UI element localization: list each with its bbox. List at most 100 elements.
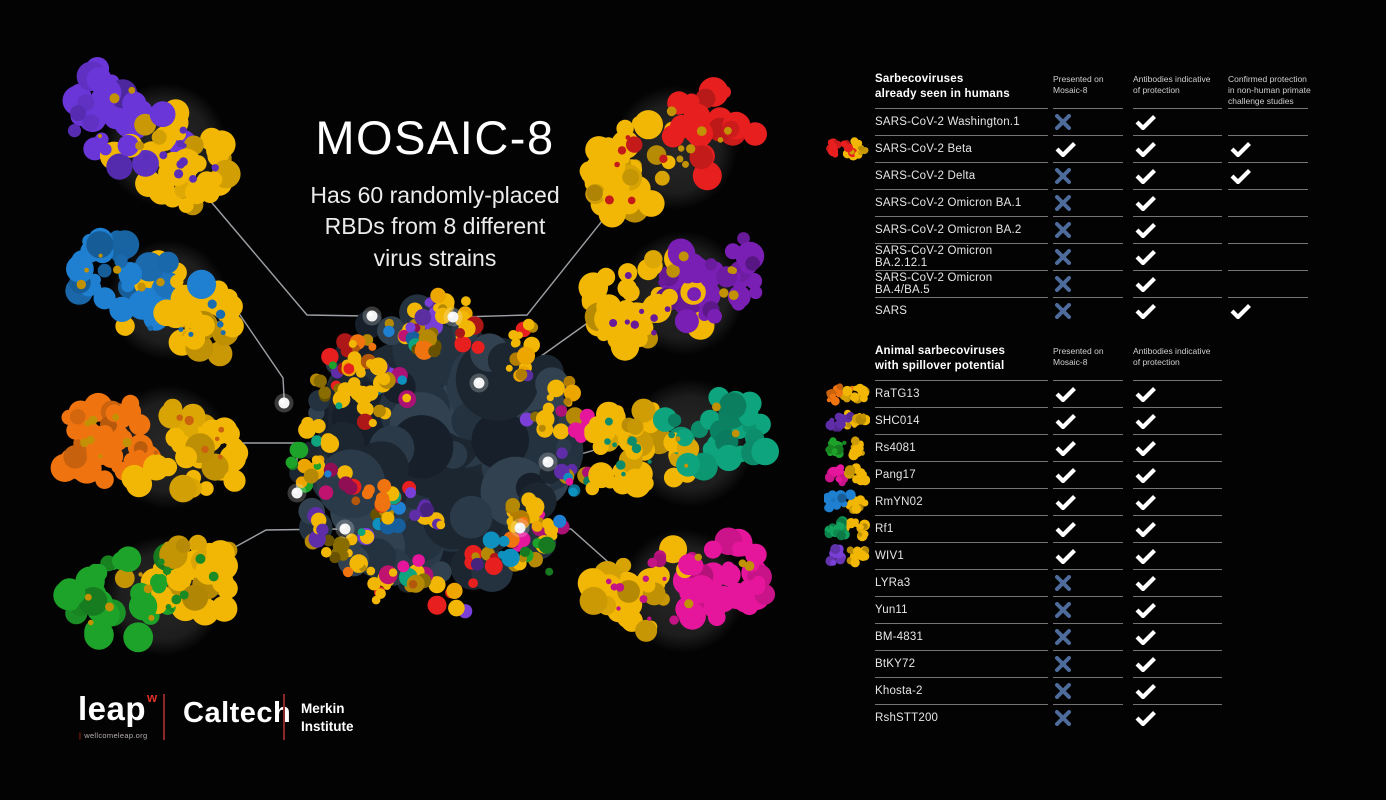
cell-check	[1133, 623, 1222, 650]
cell-check	[1133, 297, 1222, 324]
row-label: SARS-CoV-2 Delta	[875, 162, 1048, 189]
check-icon	[1055, 441, 1076, 456]
row-label: BtKY72	[875, 650, 1048, 677]
check-icon	[1135, 387, 1156, 402]
table-row: Rf1	[875, 515, 1228, 542]
url-pipe: |	[79, 731, 82, 740]
row-label: Khosta-2	[875, 677, 1048, 704]
check-icon	[1135, 223, 1156, 238]
cell-check	[1133, 108, 1222, 135]
mosaic8-nanoparticle	[285, 287, 600, 619]
row-label: WIV1	[875, 542, 1048, 569]
cell-check	[1053, 434, 1123, 461]
cross-icon	[1055, 683, 1071, 699]
check-icon	[1135, 196, 1156, 211]
table-row: WIV1	[875, 542, 1228, 569]
table-header: Sarbecoviruses already seen in humans	[875, 73, 1010, 100]
logo-divider	[163, 694, 165, 740]
check-icon	[1055, 522, 1076, 537]
cell-check	[1133, 596, 1222, 623]
page-title: MOSAIC-8	[315, 111, 555, 164]
cell-cross	[1053, 162, 1123, 189]
check-icon	[1055, 387, 1076, 402]
row-label: SARS-CoV-2 Washington.1	[875, 108, 1048, 135]
rbd-violet	[578, 232, 765, 361]
rbd-orange	[50, 392, 249, 503]
cell-check	[1133, 488, 1222, 515]
cell-cross	[1053, 270, 1123, 297]
check-icon	[1135, 414, 1156, 429]
cell-check	[1133, 650, 1222, 677]
row-label: SHC014	[875, 407, 1048, 434]
merkin-institute-logo: Merkin Institute	[301, 701, 354, 734]
cross-icon	[1055, 276, 1071, 292]
check-icon	[1135, 468, 1156, 483]
check-icon	[1055, 414, 1076, 429]
rbd-teal	[584, 386, 779, 498]
cell-empty	[1228, 216, 1308, 243]
cell-check	[1133, 162, 1222, 189]
rbd-green	[53, 534, 238, 653]
row-label: Rf1	[875, 515, 1048, 542]
cross-icon	[1055, 303, 1071, 319]
table-row: SARS-CoV-2 Washington.1	[875, 108, 1308, 135]
check-icon	[1135, 304, 1156, 319]
cell-cross	[1053, 216, 1123, 243]
cross-icon	[1055, 710, 1071, 726]
check-icon	[1055, 495, 1076, 510]
table-row: SARS-CoV-2 Beta	[875, 135, 1308, 162]
check-icon	[1055, 549, 1076, 564]
check-icon	[1135, 711, 1156, 726]
table-row: SARS-CoV-2 Omicron BA.4/BA.5	[875, 270, 1308, 297]
check-icon	[1135, 495, 1156, 510]
cell-check	[1133, 407, 1222, 434]
table-row: SARS-CoV-2 Omicron BA.2	[875, 216, 1308, 243]
table-row: SARS-CoV-2 Delta	[875, 162, 1308, 189]
cell-check	[1133, 704, 1222, 731]
check-icon	[1135, 684, 1156, 699]
check-icon	[1135, 603, 1156, 618]
table-row: RshSTT200	[875, 704, 1228, 731]
cross-icon	[1055, 114, 1071, 130]
cell-check	[1133, 135, 1222, 162]
cell-cross	[1053, 189, 1123, 216]
cross-icon	[1055, 249, 1071, 265]
wellcome-leap-logo: leapw	[78, 690, 158, 728]
leap-w-mark: w	[147, 690, 158, 705]
table-row: SHC014	[875, 407, 1228, 434]
check-icon	[1135, 169, 1156, 184]
check-icon	[1135, 549, 1156, 564]
check-icon	[1135, 115, 1156, 130]
cell-check	[1053, 135, 1123, 162]
cell-check	[1053, 515, 1123, 542]
rbd-red	[579, 77, 767, 228]
check-icon	[1135, 522, 1156, 537]
cell-check	[1228, 135, 1308, 162]
wellcome-leap-url: | wellcomeleap.org	[79, 731, 147, 740]
table-rows: SARS-CoV-2 Washington.1 SARS-CoV-2 Beta SA…	[875, 108, 1308, 324]
table-row: Yun11	[875, 596, 1228, 623]
check-icon	[1230, 142, 1251, 157]
cross-icon	[1055, 629, 1071, 645]
table-row: RmYN02	[875, 488, 1228, 515]
cell-check	[1133, 434, 1222, 461]
row-label: SARS-CoV-2 Omicron BA.2	[875, 216, 1048, 243]
row-label: SARS-CoV-2 Beta	[875, 135, 1048, 162]
cell-cross	[1053, 677, 1123, 704]
cell-check	[1133, 216, 1222, 243]
cell-cross	[1053, 623, 1123, 650]
cross-icon	[1055, 222, 1071, 238]
cell-check	[1133, 677, 1222, 704]
page-subtitle: Has 60 randomly-placed RBDs from 8 diffe…	[310, 182, 560, 271]
table-row: Rs4081	[875, 434, 1228, 461]
cell-check	[1133, 243, 1222, 270]
table-row: BtKY72	[875, 650, 1228, 677]
check-icon	[1135, 142, 1156, 157]
rbd-blue	[65, 227, 244, 367]
table-row: SARS	[875, 297, 1308, 324]
column-header: Presented on Mosaic-8	[1053, 346, 1104, 368]
cell-empty	[1228, 243, 1308, 270]
check-icon	[1135, 630, 1156, 645]
cross-icon	[1055, 656, 1071, 672]
table-row: SARS-CoV-2 Omicron BA.1	[875, 189, 1308, 216]
